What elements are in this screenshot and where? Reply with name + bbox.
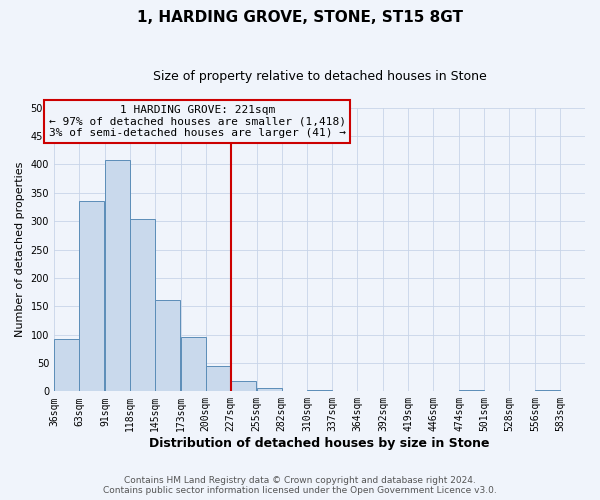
Bar	[155, 300, 180, 392]
Bar	[54, 338, 79, 392]
Y-axis label: Number of detached properties: Number of detached properties	[15, 162, 25, 337]
Text: Contains HM Land Registry data © Crown copyright and database right 2024.
Contai: Contains HM Land Registry data © Crown c…	[103, 476, 497, 495]
X-axis label: Distribution of detached houses by size in Stone: Distribution of detached houses by size …	[149, 437, 490, 450]
Bar	[307, 390, 332, 392]
Bar	[231, 381, 256, 392]
Bar	[79, 201, 104, 392]
Bar	[181, 338, 206, 392]
Text: 1, HARDING GROVE, STONE, ST15 8GT: 1, HARDING GROVE, STONE, ST15 8GT	[137, 10, 463, 25]
Bar	[535, 390, 560, 392]
Title: Size of property relative to detached houses in Stone: Size of property relative to detached ho…	[152, 70, 487, 83]
Bar	[257, 388, 281, 392]
Text: 1 HARDING GROVE: 221sqm
← 97% of detached houses are smaller (1,418)
3% of semi-: 1 HARDING GROVE: 221sqm ← 97% of detache…	[49, 105, 346, 138]
Bar	[459, 390, 484, 392]
Bar	[105, 160, 130, 392]
Bar	[130, 219, 155, 392]
Bar	[206, 366, 231, 392]
